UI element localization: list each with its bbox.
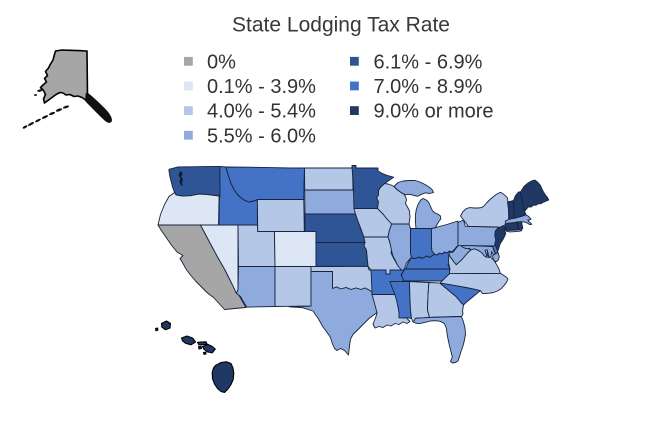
svg-text:4.0% - 5.4%: 4.0% - 5.4% — [207, 101, 316, 123]
svg-text:9.0% or more: 9.0% or more — [374, 101, 494, 123]
svg-text:6.1% - 6.9%: 6.1% - 6.9% — [374, 51, 483, 73]
svg-text:0.1% - 3.9%: 0.1% - 3.9% — [207, 76, 316, 98]
svg-text:0%: 0% — [207, 51, 236, 73]
svg-text:5.5% - 6.0%: 5.5% - 6.0% — [207, 125, 316, 147]
svg-text:7.0% - 8.9%: 7.0% - 8.9% — [374, 76, 483, 98]
svg-text:State Lodging Tax Rate: State Lodging Tax Rate — [232, 14, 450, 37]
